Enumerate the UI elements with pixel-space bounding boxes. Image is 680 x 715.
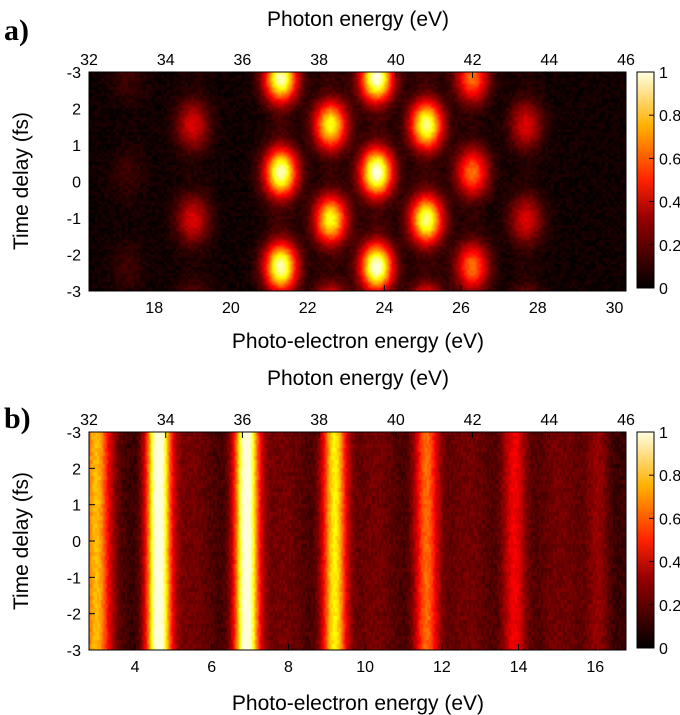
x-tick-label-b: 14 <box>510 659 528 676</box>
colorbar-a <box>636 71 655 289</box>
top-ticks-a: 32 34 36 38 40 42 44 46 <box>80 52 635 78</box>
x-axis-title-a: Photo-electron energy (eV) <box>232 330 484 353</box>
top-axis-title-b: Photon energy (eV) <box>267 367 449 390</box>
y-tick-label-a: -3 <box>67 284 81 301</box>
x-tick-label-b: 16 <box>586 659 604 676</box>
colorbar-tick-label-b: 0.4 <box>659 555 680 572</box>
y-ticks-a: -3 2 1 0 -1 -2 -3 <box>67 65 95 301</box>
y-axis-title-a: Time delay (fs) <box>10 112 33 250</box>
colorbar-ticks-b: 1 0.8 0.6 0.4 0.2 0 <box>649 425 680 658</box>
top-tick-label-a: 40 <box>387 52 405 69</box>
top-tick-label-a: 34 <box>157 52 175 69</box>
x-tick-label-b: 10 <box>356 659 374 676</box>
top-tick-label-a: 32 <box>80 52 98 69</box>
colorbar-tick-label-a: 1 <box>659 65 668 82</box>
top-tick-label-b: 34 <box>157 412 175 429</box>
x-tick-label-a: 30 <box>606 300 624 317</box>
colorbar-ticks-a: 1 0.8 0.6 0.4 0.2 0 <box>649 65 680 298</box>
bottom-ticks-b: 4 6 8 10 12 14 16 <box>131 644 604 676</box>
heatmap-a <box>89 72 626 291</box>
x-tick-label-b: 8 <box>284 659 293 676</box>
top-tick-label-b: 36 <box>234 412 252 429</box>
colorbar-tick-label-a: 0.4 <box>659 195 680 212</box>
y-axis-title-b: Time delay (fs) <box>10 472 33 610</box>
top-tick-label-a: 44 <box>540 52 558 69</box>
bottom-ticks-a: 18 20 22 24 26 28 30 <box>145 285 623 317</box>
y-ticks-b: -3 2 1 0 -1 -2 -3 <box>67 425 95 660</box>
top-tick-label-b: 32 <box>80 412 98 429</box>
y-tick-label-a: 0 <box>72 175 81 192</box>
x-axis-title-b: Photo-electron energy (eV) <box>232 692 484 715</box>
y-tick-label-b: -3 <box>67 425 81 442</box>
chart-a: a) Photon energy (eV) Photo-electron ene… <box>4 8 680 353</box>
panel-a-label: a) <box>4 14 29 47</box>
y-tick-label-a: -2 <box>67 248 81 265</box>
top-tick-label-b: 46 <box>617 412 635 429</box>
colorbar-tick-label-b: 0.8 <box>659 468 680 485</box>
y-tick-label-b: -3 <box>67 643 81 660</box>
y-tick-label-b: 1 <box>72 498 81 515</box>
top-tick-label-b: 40 <box>387 412 405 429</box>
heatmap-b <box>89 432 626 650</box>
top-axis-title-a: Photon energy (eV) <box>267 8 449 31</box>
top-ticks-b: 32 34 36 38 40 42 44 46 <box>80 412 635 438</box>
top-tick-label-a: 46 <box>617 52 635 69</box>
x-tick-label-b: 12 <box>433 659 451 676</box>
x-tick-label-a: 22 <box>299 300 317 317</box>
y-tick-label-a: -3 <box>67 65 81 82</box>
y-tick-label-a: -1 <box>67 211 81 228</box>
y-tick-label-a: 1 <box>72 138 81 155</box>
x-tick-label-b: 6 <box>207 659 216 676</box>
top-tick-label-b: 38 <box>310 412 328 429</box>
colorbar-tick-label-b: 0 <box>659 641 668 658</box>
top-tick-label-a: 38 <box>310 52 328 69</box>
colorbar-tick-label-b: 0.6 <box>659 511 680 528</box>
y-tick-label-b: 2 <box>72 461 81 478</box>
x-tick-label-a: 20 <box>222 300 240 317</box>
top-tick-label-a: 42 <box>464 52 482 69</box>
x-tick-label-a: 28 <box>529 300 547 317</box>
colorbar-tick-label-a: 0.6 <box>659 151 680 168</box>
top-tick-label-b: 42 <box>464 412 482 429</box>
colorbar-tick-label-b: 1 <box>659 425 668 442</box>
colorbar-b <box>636 431 655 649</box>
x-tick-label-a: 18 <box>145 300 163 317</box>
y-tick-label-b: 0 <box>72 534 81 551</box>
chart-b: b) Photon energy (eV) Photo-electron ene… <box>4 367 680 715</box>
x-tick-label-a: 24 <box>375 300 393 317</box>
panel-b-label: b) <box>4 402 31 435</box>
colorbar-tick-label-a: 0.8 <box>659 108 680 125</box>
colorbar-tick-label-a: 0.2 <box>659 238 680 255</box>
y-tick-label-b: -1 <box>67 570 81 587</box>
colorbar-tick-label-a: 0 <box>659 281 668 298</box>
y-tick-label-a: 2 <box>72 102 81 119</box>
x-tick-label-b: 4 <box>131 659 140 676</box>
top-tick-label-b: 44 <box>540 412 558 429</box>
y-tick-label-b: -2 <box>67 607 81 624</box>
x-tick-label-a: 26 <box>452 300 470 317</box>
colorbar-tick-label-b: 0.2 <box>659 598 680 615</box>
top-tick-label-a: 36 <box>234 52 252 69</box>
